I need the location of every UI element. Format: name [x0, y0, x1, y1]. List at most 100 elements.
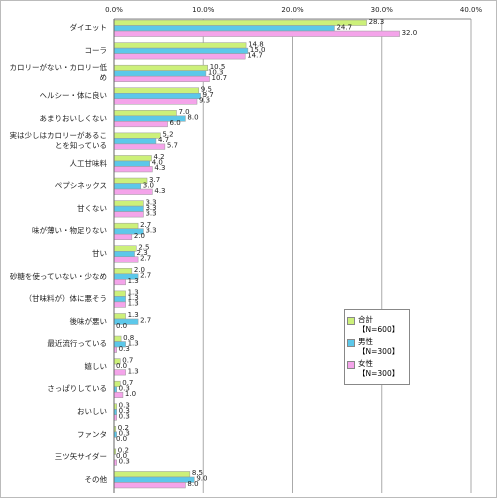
y-tick-label: 砂糖を使っていない・少なめ	[9, 271, 107, 281]
value-label: 2.7	[140, 317, 151, 325]
bar	[113, 482, 186, 489]
legend-item: 合計【N=600】	[347, 315, 407, 335]
value-label: 0.0	[116, 452, 127, 460]
bar	[113, 160, 150, 167]
bar	[113, 256, 139, 263]
value-label: 0.3	[119, 384, 130, 392]
bar	[113, 155, 152, 162]
bar	[113, 313, 126, 320]
value-label: 4.7	[158, 136, 169, 144]
value-label: 0.8	[123, 334, 134, 342]
bar	[113, 251, 135, 257]
value-label: 10.7	[211, 74, 227, 82]
value-label: 2.3	[137, 249, 148, 257]
legend: 合計【N=600】 男性【N=300】 女性【N=300】	[344, 309, 410, 385]
y-tick-label: ヘルシー・体に良い	[39, 91, 108, 100]
value-label: 9.5	[201, 86, 212, 94]
value-label: 9.7	[203, 91, 214, 99]
bar	[113, 205, 144, 212]
bar	[113, 369, 126, 376]
legend-swatch	[347, 361, 355, 369]
y-tick-label: その他	[84, 474, 108, 484]
bar	[113, 476, 195, 483]
bar	[113, 93, 201, 99]
value-label: 3.3	[145, 204, 156, 212]
bar	[113, 200, 144, 207]
bar	[113, 110, 177, 117]
y-tick-label: 後味が悪い	[69, 316, 108, 326]
y-tick-label: 三ツ矢サイダー	[54, 452, 107, 462]
y-tick-label: ファンタ	[77, 429, 107, 439]
value-label: 2.7	[140, 221, 151, 229]
value-label: 8.5	[192, 469, 203, 477]
value-label: 14.8	[248, 40, 264, 48]
value-label: 2.0	[134, 232, 145, 240]
value-label: 1.3	[128, 294, 139, 302]
value-label: 4.3	[154, 164, 165, 172]
x-tick-label: 0.0%	[105, 6, 123, 14]
value-label: 32.0	[402, 29, 418, 37]
value-label: 0.0	[116, 322, 127, 330]
y-tick-label: 実は少しはカロリーがあることを知っている	[9, 131, 108, 151]
value-label: 3.3	[145, 198, 156, 206]
y-tick-label: ペプシネックス	[54, 181, 107, 191]
value-label: 3.0	[143, 181, 154, 189]
legend-label: 女性【N=300】	[358, 359, 400, 378]
bar	[113, 98, 198, 105]
value-label: 4.3	[154, 187, 165, 195]
value-label: 8.0	[187, 114, 198, 122]
value-label: 0.2	[118, 424, 129, 432]
legend-swatch	[347, 339, 355, 347]
bar	[113, 70, 207, 77]
bar	[113, 222, 139, 229]
bar	[113, 121, 168, 128]
value-label: 10.5	[210, 63, 226, 71]
value-label: 2.7	[140, 255, 151, 263]
bar	[113, 53, 246, 60]
value-label: 24.7	[336, 23, 352, 31]
value-label: 1.3	[128, 339, 139, 347]
value-label: 6.0	[170, 119, 181, 127]
x-tick-label: 30.0%	[371, 6, 394, 14]
x-tick-label: 10.0%	[192, 6, 215, 14]
bar	[113, 391, 124, 398]
bar	[113, 75, 210, 82]
bar	[113, 87, 200, 94]
value-label: 0.3	[119, 402, 130, 410]
y-tick-label: ダイエット	[69, 23, 107, 33]
value-label: 28.3	[369, 18, 385, 26]
bar	[113, 268, 133, 275]
y-tick-label: 人工甘味料	[69, 158, 108, 168]
bar	[113, 188, 153, 195]
value-label: 4.0	[152, 159, 163, 167]
bar	[113, 290, 126, 297]
y-tick-label: 甘い	[92, 249, 107, 258]
y-tick-label: さっぱりしている	[47, 384, 107, 394]
legend-swatch	[347, 317, 355, 325]
y-tick-label: あまりおいしくない	[39, 113, 108, 123]
bar	[113, 245, 137, 252]
x-tick-label: 40.0%	[460, 6, 483, 14]
value-label: 10.3	[208, 68, 224, 76]
y-tick-label: カロリーがない・カロリー低め	[9, 63, 108, 83]
value-label: 0.3	[119, 413, 130, 421]
value-label: 9.0	[196, 475, 207, 483]
y-tick-label: 嬉しい	[84, 361, 108, 371]
value-label: 2.0	[134, 266, 145, 274]
bar	[113, 301, 126, 308]
value-label: 0.0	[116, 362, 127, 370]
bar	[113, 64, 208, 71]
bar	[113, 25, 335, 32]
value-label: 0.7	[122, 356, 133, 364]
legend-label: 男性【N=300】	[358, 337, 400, 356]
bar	[113, 19, 367, 26]
bar	[113, 42, 247, 49]
value-label: 1.0	[125, 390, 136, 398]
y-tick-label: 甘くない	[77, 203, 107, 213]
bar	[113, 30, 400, 37]
bar	[113, 279, 126, 286]
y-tick-label: （甘味料が）体に悪そう	[24, 294, 108, 304]
value-label: 3.3	[145, 226, 156, 234]
value-label: 2.5	[138, 244, 149, 252]
